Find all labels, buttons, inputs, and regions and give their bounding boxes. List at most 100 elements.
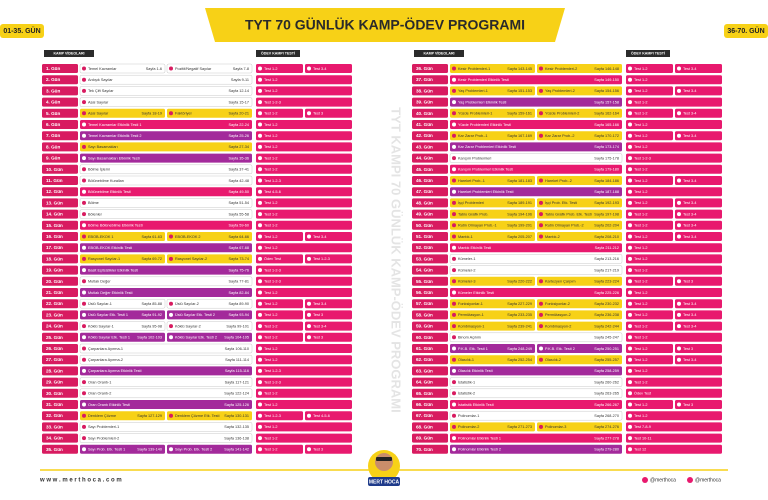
play-icon xyxy=(452,256,456,261)
test-label: Test 1-2-3 xyxy=(264,369,281,373)
check-icon xyxy=(628,234,632,239)
check-icon xyxy=(307,312,311,317)
check-icon xyxy=(677,66,681,71)
video-topic: İşçi Problemleri xyxy=(458,200,484,205)
video-topic: Sayı Problemleri-2 xyxy=(88,436,119,440)
test-label: Test 12 xyxy=(634,448,646,452)
video-topic: Köklü Sayılar-1 xyxy=(88,324,114,328)
play-icon xyxy=(539,424,543,429)
check-icon xyxy=(258,335,262,340)
play-icon xyxy=(82,368,86,373)
test-label: Test 1-2 xyxy=(634,403,648,407)
video-topic: Asal Sayılar xyxy=(88,112,109,116)
video-page: Sayfa 181-183 xyxy=(507,179,532,183)
video-box xyxy=(537,276,622,286)
test-box xyxy=(626,366,722,376)
video-box xyxy=(450,75,622,85)
test-box xyxy=(256,209,352,219)
day-label: 10. Gün xyxy=(46,167,63,172)
video-box xyxy=(537,344,622,353)
test-label: Test 3-4 xyxy=(683,212,697,216)
video-page: Sayfa 146-148 xyxy=(594,67,619,71)
video-topic: Yaş Problemleri-1 xyxy=(458,89,488,93)
video-page: Sayfa 162-164 xyxy=(594,112,619,116)
day-label-bg xyxy=(42,321,78,331)
video-topic: Temel Kavramlar Etkinlik Testi 2 xyxy=(88,134,142,138)
test-label: Test 1-2-3 xyxy=(313,257,330,261)
video-topic: Oran Orantı Etkinlik Testi xyxy=(88,403,130,407)
check-icon xyxy=(258,436,262,441)
video-box xyxy=(449,411,623,421)
video-box xyxy=(167,444,252,454)
test-label: Test 1-2 xyxy=(634,123,648,127)
check-icon xyxy=(628,144,632,149)
day-row: 15. Gün Bölme Bölünebilme Etkinlik Testi S… xyxy=(42,220,352,230)
test-label: Test 1-2 xyxy=(634,100,648,104)
check-icon xyxy=(628,447,632,452)
video-box xyxy=(449,254,623,264)
test-box xyxy=(626,187,722,197)
video-box xyxy=(79,63,166,74)
test-label: Test 3-4 xyxy=(683,358,697,362)
day-label-bg xyxy=(42,187,78,197)
play-icon xyxy=(82,167,86,172)
video-page: Sayfa 139-140 xyxy=(137,448,162,452)
day-row: 43. Gün Kar Zarar Problemleri Etkinlik Te… xyxy=(412,142,722,152)
day-label: 7. Gün xyxy=(46,133,60,138)
video-topic: Ardışık Sayılar xyxy=(88,78,113,82)
check-icon xyxy=(258,357,262,362)
test-label: Test 3-4 xyxy=(683,134,697,138)
day-row: 13. Gün Bölme Sayfa 51-54 Test 1-2 xyxy=(42,198,352,208)
day-label-bg xyxy=(42,220,78,230)
day-label-bg xyxy=(42,355,78,365)
test-label: Test 3-4 xyxy=(313,324,327,328)
day-row: 7. Gün Temel Kavramlar Etkinlik Testi 2 Sa… xyxy=(42,131,352,141)
check-icon xyxy=(677,346,681,351)
test-label: Test 3 xyxy=(313,448,323,452)
day-label-bg xyxy=(42,108,78,118)
check-icon xyxy=(258,402,262,407)
play-icon xyxy=(452,324,456,329)
video-box xyxy=(537,86,622,96)
video-page: Sayfa 279-280 xyxy=(594,448,619,452)
play-icon xyxy=(539,324,543,329)
day-label-bg xyxy=(412,97,448,107)
video-box xyxy=(450,288,622,297)
day-row: 55. Gün Kümeler-3 Sayfa 220-222 Kartezyen Ç… xyxy=(412,276,722,286)
video-page: Sayfa 73-74 xyxy=(229,257,249,261)
video-box xyxy=(80,400,252,409)
test-label: Test 1-2-3 xyxy=(634,156,651,160)
video-box xyxy=(450,433,622,443)
play-icon xyxy=(452,413,456,418)
test-label: Test 3-4 xyxy=(683,112,697,116)
check-icon xyxy=(628,133,632,138)
video-box xyxy=(537,232,622,241)
video-box xyxy=(450,310,535,320)
video-page: Sayfa 111-114 xyxy=(225,358,249,362)
check-icon xyxy=(258,447,262,452)
check-icon xyxy=(677,88,681,93)
day-label-bg xyxy=(42,153,78,163)
day-label-bg xyxy=(42,433,78,443)
test-label: Test 3-4 xyxy=(313,67,327,71)
day-label-bg xyxy=(42,288,78,297)
day-label-bg xyxy=(42,142,78,152)
video-topic: Tablo Grafik Prob. Etk. Testi xyxy=(545,212,592,216)
video-box xyxy=(79,433,253,443)
check-icon xyxy=(258,368,262,373)
day-row: 10. Gün Bölme İşlemi Sayfa 37-41 Test 1-2 xyxy=(42,164,352,175)
day-row: 2. Gün Ardışık Sayılar Sayfa 9-11 Test 1-2 xyxy=(42,74,352,85)
day-row: 48. Gün İşçi Problemleri Sayfa 189-191 İşçi… xyxy=(412,198,722,208)
test-box xyxy=(675,86,722,96)
video-page: Sayfa 263-265 xyxy=(594,392,619,396)
day-label-bg xyxy=(412,411,448,421)
play-icon xyxy=(452,189,456,194)
day-label-bg xyxy=(412,332,448,342)
play-icon xyxy=(82,223,86,228)
check-icon xyxy=(677,312,681,317)
test-box xyxy=(675,276,722,286)
right-badge: 36-70. GÜN xyxy=(727,26,764,35)
day-row: 12. Gün Bölünebilme Etkinlik Testi Sayfa 4… xyxy=(42,187,352,197)
video-box xyxy=(449,388,623,398)
column-header: KAMP VİDEOLARI xyxy=(53,52,84,56)
